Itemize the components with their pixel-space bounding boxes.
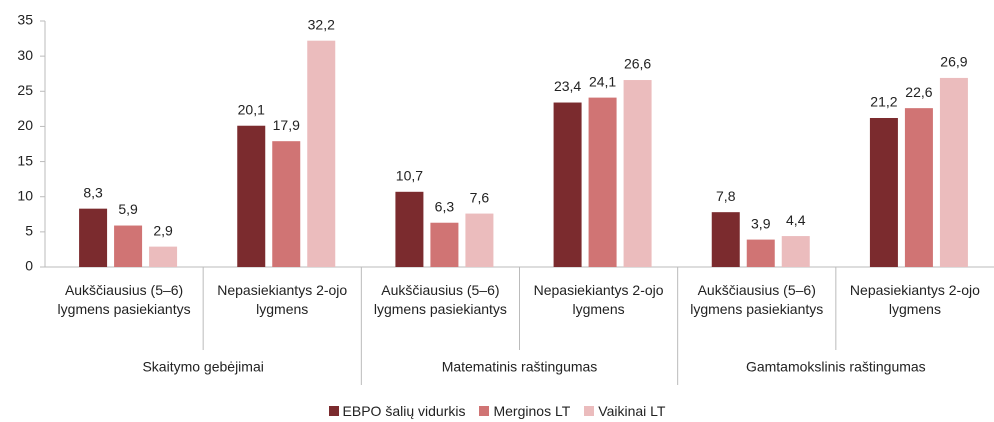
bar — [711, 212, 740, 267]
y-tick-label: 0 — [25, 258, 33, 274]
legend-item: EBPO šalių vidurkis — [328, 403, 466, 419]
bar — [114, 225, 143, 267]
bar — [623, 80, 652, 267]
legend-item: Merginos LT — [479, 403, 570, 419]
y-tick-label: 15 — [17, 152, 33, 168]
value-label: 5,9 — [118, 201, 138, 217]
bar — [869, 117, 898, 267]
value-label: 3,9 — [751, 215, 771, 231]
bar — [465, 213, 494, 267]
value-label: 6,3 — [435, 198, 455, 214]
bar — [781, 236, 810, 267]
legend-swatch — [328, 406, 339, 416]
bar — [430, 222, 459, 267]
group-label: Matematinis raštingumas — [442, 359, 598, 375]
value-label: 22,6 — [905, 84, 932, 100]
legend-item: Vaikinai LT — [584, 403, 665, 419]
value-label: 26,9 — [940, 54, 967, 70]
bar — [553, 102, 582, 267]
y-tick-label: 35 — [17, 12, 33, 28]
bar — [395, 191, 424, 267]
x-tick-label: Aukščiausius (5–6) lygmens pasiekiantys — [373, 282, 507, 317]
group-label: Gamtamokslinis raštingumas — [746, 359, 926, 375]
value-label: 2,9 — [153, 222, 173, 238]
legend-label: Vaikinai LT — [598, 403, 666, 419]
value-label: 24,1 — [589, 73, 616, 89]
bar — [237, 125, 266, 268]
bar — [939, 77, 968, 267]
y-tick-label: 30 — [17, 47, 33, 63]
value-label: 21,2 — [870, 94, 897, 110]
y-tick-label: 20 — [17, 117, 33, 133]
bar — [149, 246, 178, 267]
bar — [588, 97, 617, 268]
bar — [272, 141, 301, 267]
legend: EBPO šalių vidurkis Merginos LT Vaikinai L… — [0, 403, 994, 419]
y-tick-label: 5 — [25, 223, 33, 239]
legend-swatch — [479, 406, 490, 416]
legend-label: Merginos LT — [493, 403, 571, 419]
value-label: 26,6 — [624, 56, 651, 72]
value-label: 7,6 — [470, 189, 490, 205]
value-label: 17,9 — [273, 117, 300, 133]
x-tick-label: Nepasiekiantys 2-ojo lygmens — [533, 282, 664, 317]
y-tick-label: 10 — [17, 187, 33, 203]
value-label: 7,8 — [716, 188, 736, 204]
x-tick-label: Nepasiekiantys 2-ojo lygmens — [849, 282, 980, 317]
group-label: Skaitymo gebėjimai — [142, 359, 263, 375]
bar — [746, 239, 775, 267]
value-label: 10,7 — [396, 167, 423, 183]
bar — [904, 108, 933, 267]
y-tick-label: 25 — [17, 82, 33, 98]
x-tick-label: Aukščiausius (5–6) lygmens pasiekiantys — [690, 282, 824, 317]
bar — [79, 208, 108, 267]
x-tick-label: Aukščiausius (5–6) lygmens pasiekiantys — [57, 282, 191, 317]
value-label: 8,3 — [83, 184, 103, 200]
value-label: 4,4 — [786, 212, 806, 228]
legend-label: EBPO šalių vidurkis — [342, 403, 466, 419]
bar — [307, 40, 336, 268]
value-label: 32,2 — [308, 16, 335, 32]
legend-swatch — [584, 406, 595, 416]
value-label: 23,4 — [554, 78, 581, 94]
value-label: 20,1 — [238, 101, 265, 117]
x-tick-label: Nepasiekiantys 2-ojo lygmens — [217, 282, 348, 317]
